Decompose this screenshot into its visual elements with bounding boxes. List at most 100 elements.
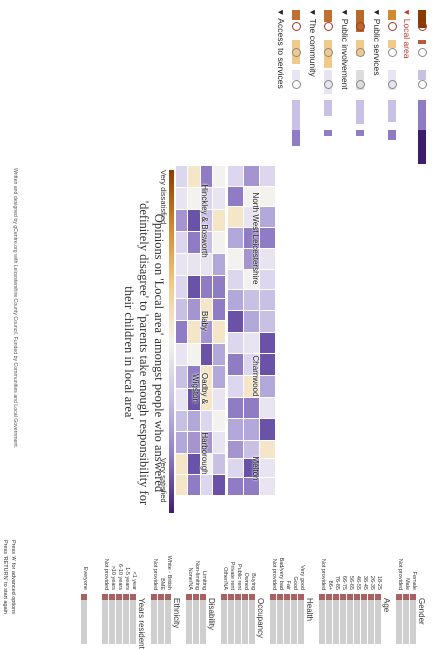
demographic-item-bar[interactable]: [284, 594, 290, 644]
ward-cell[interactable]: [260, 248, 275, 269]
ward-cell[interactable]: [188, 343, 200, 365]
ward-cell[interactable]: [260, 477, 275, 495]
ward-cell[interactable]: [228, 459, 243, 477]
ward-cell[interactable]: [176, 254, 188, 275]
ward-cell[interactable]: [260, 441, 275, 459]
demographic-item-bar[interactable]: [193, 594, 199, 644]
ward-cell[interactable]: [260, 269, 275, 290]
ward-cell[interactable]: [213, 254, 225, 275]
district-block-1[interactable]: North West Leicestershire: [227, 166, 275, 311]
district-block-6[interactable]: Oadby & Wigston: [175, 366, 225, 411]
ward-cell[interactable]: [228, 397, 243, 419]
ward-cell[interactable]: [188, 232, 200, 253]
demographic-item-label[interactable]: 56-65: [348, 575, 354, 590]
ward-cell[interactable]: [228, 248, 243, 269]
demographic-item-bar[interactable]: [228, 594, 234, 644]
demographic-item-label[interactable]: Non-limiting: [194, 560, 200, 590]
demographic-item-bar[interactable]: [340, 594, 346, 644]
demographic-item-label[interactable]: Everyone: [82, 566, 88, 590]
ward-cell[interactable]: [188, 321, 200, 343]
demographic-item-bar[interactable]: [123, 594, 129, 644]
demographic-item-bar[interactable]: [291, 594, 297, 644]
demographic-item-label[interactable]: Not provided: [320, 558, 326, 590]
demographic-item-bar[interactable]: [333, 594, 339, 644]
demographic-item-bar[interactable]: [151, 594, 157, 644]
demographic-item-label[interactable]: BME: [159, 578, 165, 590]
ward-cell[interactable]: [228, 477, 243, 495]
ward-cell[interactable]: [260, 207, 275, 228]
demographic-item-bar[interactable]: [403, 594, 409, 644]
demographic-item-bar[interactable]: [368, 594, 374, 644]
demographic-item-label[interactable]: Private rent: [229, 561, 235, 590]
demographic-item-bar[interactable]: [249, 594, 255, 644]
ward-cell[interactable]: [213, 321, 225, 343]
ward-cell[interactable]: [176, 188, 188, 209]
demographic-item-bar[interactable]: [298, 594, 304, 644]
demographic-item-label[interactable]: Owned: [243, 572, 249, 590]
demographic-item-bar[interactable]: [81, 594, 87, 644]
demographic-item-label[interactable]: Good: [292, 576, 298, 590]
district-block-7[interactable]: Harborough: [175, 411, 225, 496]
ward-cell[interactable]: [260, 186, 275, 207]
ward-cell[interactable]: [228, 166, 243, 186]
ward-cell[interactable]: [176, 474, 188, 495]
demographic-item-label[interactable]: Buying: [250, 573, 256, 590]
district-block-2[interactable]: Charnwood: [227, 311, 275, 441]
demographic-item-label[interactable]: <1 year: [131, 571, 137, 591]
topic-5-toggle[interactable]: ▼ Access to services: [276, 8, 286, 89]
demographic-item-bar[interactable]: [361, 594, 367, 644]
topic-2-toggle[interactable]: ▼ Public services: [372, 8, 382, 76]
ward-cell[interactable]: [188, 210, 200, 231]
ward-cell[interactable]: [213, 343, 225, 365]
demographic-item-bar[interactable]: [186, 594, 192, 644]
demographic-item-bar[interactable]: [347, 594, 353, 644]
ward-cell[interactable]: [213, 298, 225, 320]
demographic-item-label[interactable]: 1-5 years: [124, 567, 130, 590]
ward-cell[interactable]: [228, 228, 243, 248]
ward-cell[interactable]: [188, 166, 200, 187]
topic-1-toggle[interactable]: ▼ Local area: [402, 8, 412, 59]
ward-cell[interactable]: [213, 474, 225, 495]
ward-cell[interactable]: [176, 411, 188, 432]
demographic-item-label[interactable]: Not provided: [397, 558, 403, 590]
demographic-item-label[interactable]: 76-85: [334, 575, 340, 590]
ward-cell[interactable]: [188, 188, 200, 209]
ward-cell[interactable]: [213, 411, 225, 432]
demographic-item-bar[interactable]: [242, 594, 248, 644]
ward-cell[interactable]: [260, 354, 275, 375]
demographic-item-bar[interactable]: [326, 594, 332, 644]
demographic-item-bar[interactable]: [410, 594, 416, 644]
ward-cell[interactable]: [176, 232, 188, 253]
ward-cell[interactable]: [228, 376, 243, 397]
demographic-item-label[interactable]: Public rent: [236, 564, 242, 590]
ward-cell[interactable]: [213, 453, 225, 474]
demographic-item-label[interactable]: Limiting: [201, 571, 207, 590]
demographic-item-label[interactable]: Not provided: [152, 558, 158, 590]
ward-cell[interactable]: [213, 188, 225, 209]
demographic-item-bar[interactable]: [235, 594, 241, 644]
demographic-item-bar[interactable]: [319, 594, 325, 644]
ward-cell[interactable]: [188, 474, 200, 495]
ward-cell[interactable]: [213, 232, 225, 253]
topic-4-toggle[interactable]: ▼ The community: [308, 8, 318, 77]
ward-cell[interactable]: [188, 411, 200, 432]
demographic-item-label[interactable]: Male: [404, 578, 410, 590]
demographic-item-bar[interactable]: [375, 594, 381, 644]
ward-cell[interactable]: [188, 276, 200, 298]
demographic-item-bar[interactable]: [277, 594, 283, 644]
ward-cell[interactable]: [260, 311, 275, 332]
ward-cell[interactable]: [260, 166, 275, 186]
ward-cell[interactable]: [213, 388, 225, 410]
ward-cell[interactable]: [176, 388, 188, 410]
demographic-item-bar[interactable]: [102, 594, 108, 644]
demographic-item-label[interactable]: 26-35: [369, 575, 375, 590]
ward-cell[interactable]: [213, 432, 225, 453]
ward-cell[interactable]: [260, 459, 275, 477]
ward-cell[interactable]: [260, 332, 275, 354]
ward-cell[interactable]: [228, 290, 243, 310]
demographic-item-bar[interactable]: [200, 594, 206, 644]
ward-cell[interactable]: [228, 269, 243, 290]
demographic-item-label[interactable]: 36-45: [362, 575, 368, 590]
ward-cell[interactable]: [176, 366, 188, 388]
demographic-item-label[interactable]: 86+: [327, 580, 333, 590]
